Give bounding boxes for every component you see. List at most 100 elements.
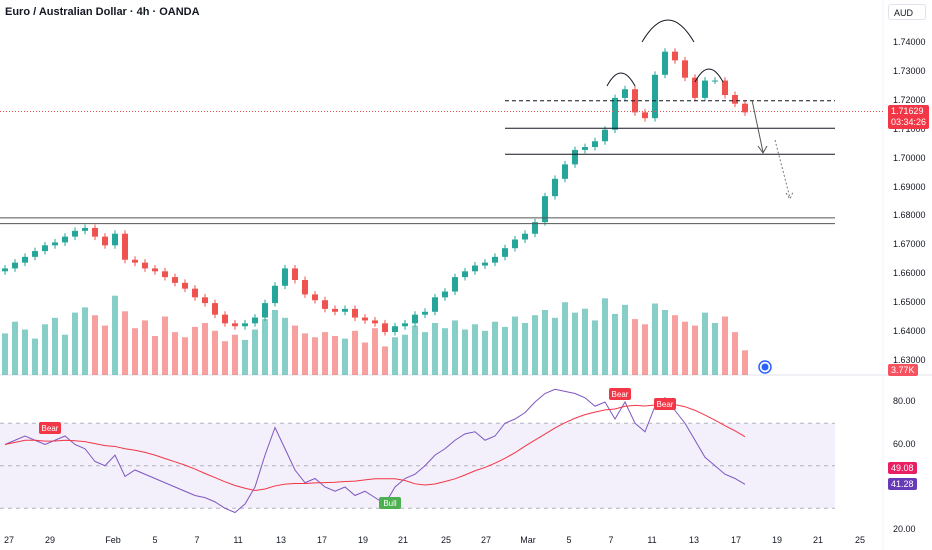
volume-bar xyxy=(712,323,718,375)
candle-body xyxy=(312,294,318,301)
volume-bar xyxy=(282,317,288,375)
volume-bar xyxy=(242,339,248,375)
volume-bar xyxy=(492,321,498,375)
volume-bar xyxy=(102,325,108,375)
chart-title: Euro / Australian Dollar · 4h · OANDA xyxy=(5,6,200,18)
time-tick: 27 xyxy=(480,535,492,545)
candle-body xyxy=(582,147,588,150)
volume-bar xyxy=(252,329,258,375)
candle-body xyxy=(422,311,428,315)
time-tick: Feb xyxy=(105,535,121,545)
candle-body xyxy=(112,233,118,246)
volume-bar xyxy=(322,332,328,375)
volume-bar xyxy=(32,338,38,375)
candle-body xyxy=(462,271,468,278)
volume-bar xyxy=(62,334,68,375)
candle-body xyxy=(62,236,68,243)
price-tick: 1.64000 xyxy=(893,326,926,336)
projection-arrow-icon xyxy=(751,99,768,154)
candle-body xyxy=(482,262,488,266)
rsi-tick: 20.00 xyxy=(893,523,916,534)
volume-bar xyxy=(452,320,458,375)
candle-body xyxy=(492,256,498,263)
left-shoulder-arc xyxy=(606,72,636,87)
candle-body xyxy=(52,242,58,246)
time-tick: 11 xyxy=(647,535,657,545)
volume-bar xyxy=(312,337,318,375)
candle-body xyxy=(12,262,18,269)
volume-bar xyxy=(642,324,648,375)
candle-body xyxy=(742,103,748,113)
candle-body xyxy=(202,297,208,304)
rsi-value-tag: 41.28 xyxy=(888,478,917,491)
time-tick: 13 xyxy=(275,535,287,545)
volume-tag: 3.77K xyxy=(888,364,918,376)
signal-label: Bear xyxy=(657,400,674,409)
volume-bar xyxy=(692,325,698,375)
time-tick: 17 xyxy=(730,535,742,545)
candle-body xyxy=(522,233,528,240)
volume-bar xyxy=(602,298,608,375)
volume-bar xyxy=(502,326,508,375)
price-tick: 1.68000 xyxy=(893,210,926,221)
candle-body xyxy=(732,95,738,104)
time-tick: 21 xyxy=(812,535,824,545)
time-tick: 27 xyxy=(3,535,15,545)
candle-body xyxy=(262,303,268,318)
volume-bar xyxy=(632,319,638,375)
candle-body xyxy=(342,308,348,312)
candle-body xyxy=(562,164,568,179)
volume-bar xyxy=(592,320,598,375)
candle-body xyxy=(252,317,258,324)
candle-body xyxy=(302,279,308,295)
candle-body xyxy=(352,308,358,318)
candle-body xyxy=(142,262,148,269)
volume-bar xyxy=(472,324,478,375)
price-tick: 1.72000 xyxy=(893,94,926,105)
time-tick: 21 xyxy=(397,535,409,545)
volume-bar xyxy=(582,308,588,375)
volume-bar xyxy=(212,330,218,375)
signal-badge-bear xyxy=(609,388,631,400)
price-tick: 1.69000 xyxy=(893,181,926,192)
candle-body xyxy=(652,74,658,119)
volume-bar xyxy=(52,317,58,375)
candle-body xyxy=(182,282,188,289)
currency-selector[interactable]: AUD xyxy=(888,4,926,20)
volume-bar xyxy=(332,336,338,375)
volume-bar xyxy=(82,307,88,375)
volume-bar xyxy=(682,321,688,375)
volume-bar xyxy=(572,312,578,375)
volume-bar xyxy=(372,328,378,375)
candle-body xyxy=(122,233,128,260)
time-tick: 19 xyxy=(357,535,369,545)
candle-body xyxy=(22,256,28,263)
volume-bar xyxy=(132,328,138,375)
candle-body xyxy=(602,129,608,142)
volume-bar xyxy=(22,329,28,375)
volume-bar xyxy=(542,310,548,375)
volume-bar xyxy=(302,333,308,375)
candle-body xyxy=(132,259,138,263)
volume-bar xyxy=(12,321,18,375)
candle-body xyxy=(432,297,438,312)
volume-bar xyxy=(482,330,488,375)
signal-label: Bear xyxy=(42,424,59,433)
volume-bar xyxy=(382,346,388,375)
candle-body xyxy=(172,277,178,283)
volume-bar xyxy=(412,325,418,375)
volume-bar xyxy=(232,334,238,375)
volume-bar xyxy=(222,341,228,375)
volume-bar xyxy=(612,313,618,375)
signal-badge-bull xyxy=(379,497,401,509)
signal-label: Bear xyxy=(612,390,629,399)
candle-body xyxy=(212,303,218,315)
head-arc xyxy=(641,19,695,43)
candle-body xyxy=(192,288,198,298)
time-tick: 7 xyxy=(194,535,200,545)
volume-bar xyxy=(552,317,558,375)
candle-body xyxy=(92,227,98,237)
time-tick: 25 xyxy=(440,535,452,545)
volume-bar xyxy=(262,319,268,375)
